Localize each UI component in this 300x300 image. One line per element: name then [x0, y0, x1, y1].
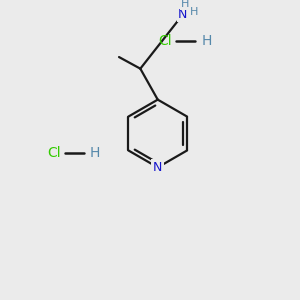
- Text: Cl: Cl: [159, 34, 172, 48]
- Text: Cl: Cl: [47, 146, 61, 160]
- Text: N: N: [153, 161, 162, 174]
- Text: H: H: [201, 34, 212, 48]
- Text: H: H: [181, 0, 189, 9]
- Text: H: H: [90, 146, 101, 160]
- Text: H: H: [190, 7, 199, 16]
- Text: N: N: [178, 8, 188, 21]
